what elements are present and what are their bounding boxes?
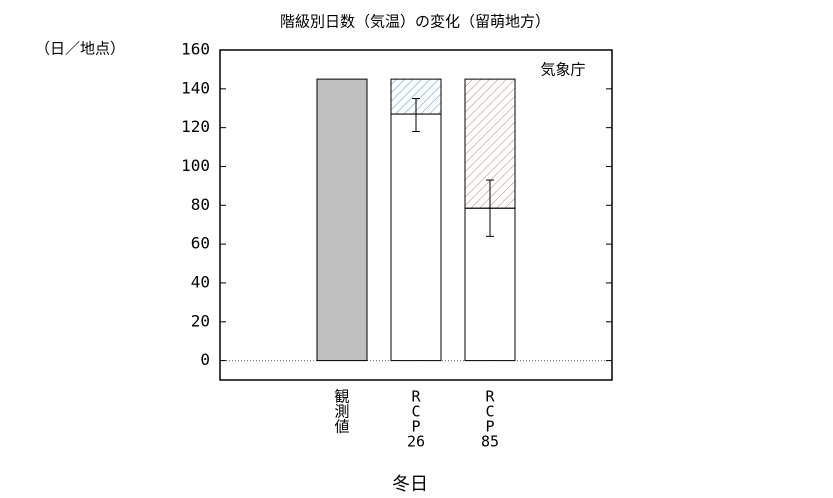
x-tick-label: 観 — [334, 388, 349, 406]
y-tick-label: 100 — [181, 156, 210, 175]
chart-title: 階級別日数（気温）の変化（留萌地方） — [280, 13, 550, 31]
x-tick-label: 26 — [407, 433, 425, 451]
x-tick-label: P — [411, 418, 420, 436]
bar — [316, 78, 368, 362]
bar — [390, 113, 442, 362]
x-tick-label: R — [411, 388, 421, 406]
x-tick-label: C — [411, 403, 420, 421]
x-tick-label: 85 — [481, 433, 499, 451]
y-tick-label: 140 — [181, 78, 210, 97]
y-tick-label: 40 — [191, 272, 210, 291]
x-tick-label: 測 — [334, 403, 349, 421]
x-tick-label: R — [485, 388, 495, 406]
y-tick-label: 20 — [191, 311, 210, 330]
x-tick-label: 値 — [334, 418, 349, 436]
y-tick-label: 0 — [200, 350, 210, 369]
plot-frame — [219, 49, 613, 381]
x-tick-label: P — [485, 418, 494, 436]
y-tick-label: 60 — [191, 234, 210, 253]
y-tick-label: 80 — [191, 195, 210, 214]
y-axis-label: （日／地点） — [35, 40, 125, 58]
x-tick-label: C — [485, 403, 494, 421]
x-axis-label: 冬日 — [392, 474, 428, 495]
y-tick-label: 160 — [181, 40, 210, 59]
y-tick-label: 120 — [181, 117, 210, 136]
annotation: 気象庁 — [540, 61, 585, 79]
